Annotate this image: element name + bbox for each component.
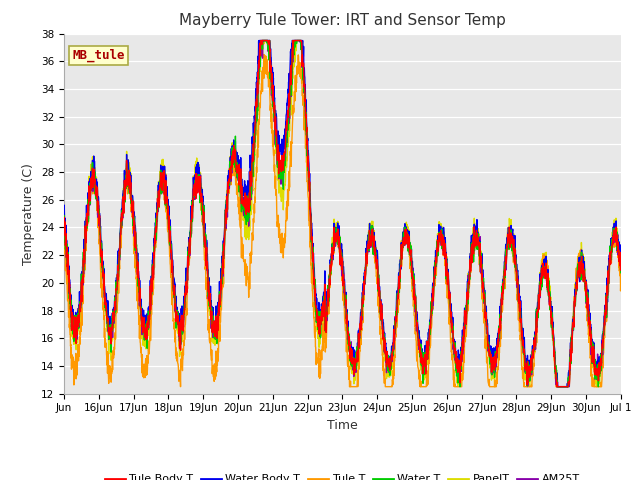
AM25T	[617, 260, 625, 265]
Water Body T	[60, 215, 68, 221]
PanelT	[609, 231, 617, 237]
PanelT	[456, 384, 464, 390]
Tule Body T	[553, 384, 561, 390]
Title: Mayberry Tule Tower: IRT and Sensor Temp: Mayberry Tule Tower: IRT and Sensor Temp	[179, 13, 506, 28]
Water Body T	[609, 224, 617, 230]
Text: MB_tule: MB_tule	[72, 49, 125, 62]
AM25T	[236, 180, 244, 185]
Water Body T	[236, 159, 244, 165]
Line: Tule T: Tule T	[64, 55, 621, 387]
Tule T	[617, 283, 625, 288]
AM25T	[60, 214, 68, 220]
Tule T	[511, 262, 518, 267]
Line: PanelT: PanelT	[64, 40, 621, 387]
Tule T	[542, 255, 550, 261]
Tule Body T	[376, 303, 384, 309]
Water Body T	[542, 265, 550, 271]
AM25T	[259, 37, 266, 43]
Tule Body T	[236, 175, 244, 181]
Tule T	[177, 384, 184, 390]
Tule T	[260, 52, 268, 58]
Legend: Tule Body T, Water Body T, Tule T, Water T, PanelT, AM25T: Tule Body T, Water Body T, Tule T, Water…	[100, 470, 584, 480]
Tule T	[376, 324, 384, 330]
Water Body T	[617, 256, 625, 262]
Tule Body T	[510, 245, 518, 251]
Tule Body T	[609, 237, 617, 242]
Tule Body T	[617, 262, 625, 268]
Tule T	[609, 237, 617, 242]
Tule T	[116, 266, 124, 272]
AM25T	[553, 384, 561, 390]
Line: Water T: Water T	[64, 40, 621, 387]
Water T	[617, 270, 625, 276]
Water T	[511, 258, 518, 264]
Water T	[259, 37, 266, 43]
PanelT	[60, 216, 68, 222]
AM25T	[376, 306, 384, 312]
Water T	[542, 267, 550, 273]
PanelT	[617, 262, 625, 267]
AM25T	[542, 263, 550, 269]
Water Body T	[376, 302, 384, 308]
X-axis label: Time: Time	[327, 419, 358, 432]
PanelT	[116, 252, 124, 257]
Water Body T	[255, 37, 263, 43]
Tule Body T	[257, 37, 264, 43]
Water Body T	[554, 384, 561, 390]
Water Body T	[116, 245, 124, 251]
Tule Body T	[542, 270, 550, 276]
Tule T	[60, 229, 68, 235]
PanelT	[259, 37, 266, 43]
AM25T	[510, 246, 518, 252]
Water Body T	[510, 244, 518, 250]
PanelT	[511, 251, 518, 256]
PanelT	[376, 304, 384, 310]
Line: Tule Body T: Tule Body T	[64, 40, 621, 387]
Tule Body T	[116, 252, 124, 257]
Line: AM25T: AM25T	[64, 40, 621, 387]
Water T	[609, 235, 617, 240]
Line: Water Body T: Water Body T	[64, 40, 621, 387]
Water T	[116, 254, 124, 260]
Water T	[376, 306, 384, 312]
Tule T	[236, 222, 244, 228]
PanelT	[236, 179, 244, 185]
PanelT	[542, 254, 550, 260]
Y-axis label: Temperature (C): Temperature (C)	[22, 163, 35, 264]
Tule Body T	[60, 219, 68, 225]
Water T	[456, 384, 464, 390]
Water T	[60, 217, 68, 223]
AM25T	[609, 233, 617, 239]
Water T	[236, 180, 244, 186]
AM25T	[116, 257, 124, 263]
